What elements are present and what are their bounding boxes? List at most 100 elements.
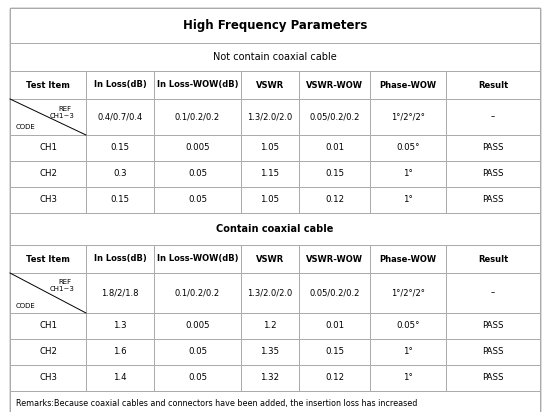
Text: In Loss-WOW(dB): In Loss-WOW(dB) bbox=[157, 80, 238, 89]
Text: Phase-WOW: Phase-WOW bbox=[379, 255, 437, 264]
Bar bbox=[370, 273, 446, 313]
Text: 1°: 1° bbox=[403, 196, 413, 204]
Bar bbox=[370, 187, 446, 213]
Bar bbox=[446, 365, 540, 391]
Bar bbox=[10, 313, 86, 339]
Bar bbox=[299, 365, 370, 391]
Bar bbox=[370, 71, 446, 99]
Text: CH1~3: CH1~3 bbox=[50, 113, 74, 119]
Bar bbox=[299, 273, 370, 313]
Text: 1.8/2/1.8: 1.8/2/1.8 bbox=[101, 288, 139, 297]
Bar bbox=[370, 339, 446, 365]
Bar bbox=[10, 135, 86, 161]
Text: CH2: CH2 bbox=[39, 169, 57, 178]
Bar bbox=[154, 99, 241, 135]
Text: CH1: CH1 bbox=[39, 143, 57, 152]
Text: 1.2: 1.2 bbox=[263, 321, 277, 330]
Bar bbox=[241, 245, 299, 273]
Text: Result: Result bbox=[478, 255, 508, 264]
Text: CODE: CODE bbox=[15, 124, 35, 130]
Text: In Loss(dB): In Loss(dB) bbox=[94, 80, 146, 89]
Text: 1°: 1° bbox=[403, 347, 413, 356]
Text: CODE: CODE bbox=[15, 303, 35, 309]
Text: Test Item: Test Item bbox=[26, 255, 70, 264]
Text: VSWR: VSWR bbox=[256, 80, 284, 89]
Bar bbox=[10, 391, 540, 412]
Bar bbox=[241, 99, 299, 135]
Text: 0.005: 0.005 bbox=[185, 143, 210, 152]
Text: 0.005: 0.005 bbox=[185, 321, 210, 330]
Text: PASS: PASS bbox=[482, 374, 504, 382]
Bar bbox=[154, 161, 241, 187]
Bar bbox=[241, 135, 299, 161]
Bar bbox=[299, 187, 370, 213]
Bar bbox=[370, 99, 446, 135]
Text: 0.05: 0.05 bbox=[188, 169, 207, 178]
Bar bbox=[10, 161, 86, 187]
Bar bbox=[241, 161, 299, 187]
Bar bbox=[86, 339, 154, 365]
Bar bbox=[154, 365, 241, 391]
Text: 0.05: 0.05 bbox=[188, 347, 207, 356]
Text: CH3: CH3 bbox=[39, 374, 57, 382]
Text: 0.15: 0.15 bbox=[325, 347, 344, 356]
Bar bbox=[446, 71, 540, 99]
Bar bbox=[446, 135, 540, 161]
Bar bbox=[446, 187, 540, 213]
Text: In Loss(dB): In Loss(dB) bbox=[94, 255, 146, 264]
Bar bbox=[370, 313, 446, 339]
Bar bbox=[299, 135, 370, 161]
Bar bbox=[86, 71, 154, 99]
Bar bbox=[86, 99, 154, 135]
Text: Remarks:Because coaxial cables and connectors have been added, the insertion los: Remarks:Because coaxial cables and conne… bbox=[15, 398, 417, 407]
Text: 0.1/0.2/0.2: 0.1/0.2/0.2 bbox=[175, 288, 220, 297]
Bar bbox=[10, 187, 86, 213]
Bar bbox=[370, 365, 446, 391]
Text: 0.12: 0.12 bbox=[325, 196, 344, 204]
Text: VSWR-WOW: VSWR-WOW bbox=[306, 255, 363, 264]
Text: 0.05°: 0.05° bbox=[396, 321, 420, 330]
Bar bbox=[10, 99, 86, 135]
Bar bbox=[241, 365, 299, 391]
Bar bbox=[154, 313, 241, 339]
Bar bbox=[10, 43, 540, 71]
Text: 0.05: 0.05 bbox=[188, 196, 207, 204]
Bar bbox=[299, 313, 370, 339]
Bar bbox=[154, 71, 241, 99]
Text: 1.32: 1.32 bbox=[261, 374, 279, 382]
Bar bbox=[370, 245, 446, 273]
Text: 1.6: 1.6 bbox=[113, 347, 127, 356]
Bar bbox=[86, 187, 154, 213]
Bar bbox=[154, 245, 241, 273]
Text: –: – bbox=[491, 288, 495, 297]
Bar bbox=[299, 99, 370, 135]
Text: PASS: PASS bbox=[482, 196, 504, 204]
Bar bbox=[241, 313, 299, 339]
Text: 1.3/2.0/2.0: 1.3/2.0/2.0 bbox=[248, 288, 293, 297]
Bar bbox=[241, 273, 299, 313]
Text: In Loss-WOW(dB): In Loss-WOW(dB) bbox=[157, 255, 238, 264]
Text: 0.1/0.2/0.2: 0.1/0.2/0.2 bbox=[175, 112, 220, 122]
Text: 0.05/0.2/0.2: 0.05/0.2/0.2 bbox=[309, 288, 360, 297]
Bar bbox=[446, 161, 540, 187]
Bar bbox=[10, 245, 86, 273]
Bar bbox=[446, 99, 540, 135]
Bar bbox=[10, 213, 540, 245]
Text: 1.15: 1.15 bbox=[261, 169, 279, 178]
Bar bbox=[86, 365, 154, 391]
Bar bbox=[86, 135, 154, 161]
Text: 0.05: 0.05 bbox=[188, 374, 207, 382]
Bar bbox=[241, 71, 299, 99]
Text: 1°/2°/2°: 1°/2°/2° bbox=[391, 288, 425, 297]
Bar bbox=[370, 161, 446, 187]
Text: 0.05°: 0.05° bbox=[396, 143, 420, 152]
Bar bbox=[154, 135, 241, 161]
Text: CH1~3: CH1~3 bbox=[50, 286, 74, 292]
Bar bbox=[241, 187, 299, 213]
Bar bbox=[299, 161, 370, 187]
Text: REF: REF bbox=[58, 106, 72, 112]
Bar bbox=[86, 161, 154, 187]
Text: VSWR: VSWR bbox=[256, 255, 284, 264]
Bar bbox=[446, 313, 540, 339]
Text: PASS: PASS bbox=[482, 143, 504, 152]
